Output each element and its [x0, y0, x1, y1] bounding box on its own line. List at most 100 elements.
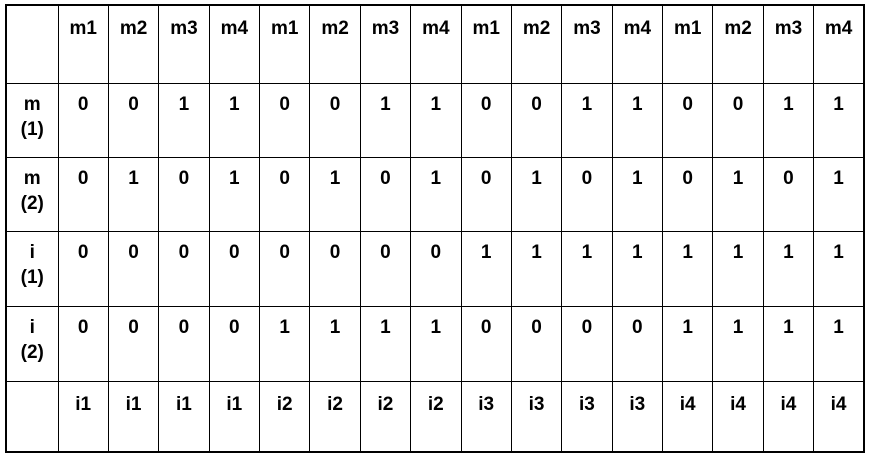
- table-cell: 0: [460, 156, 512, 232]
- column-header: m3: [158, 4, 210, 84]
- table-cell: 1: [712, 230, 764, 307]
- table-cell: 1: [762, 305, 815, 382]
- footer-cell: i1: [208, 380, 261, 453]
- table-cell: 1: [762, 230, 815, 307]
- table-cell: 0: [57, 82, 109, 158]
- footer-cell: i2: [258, 380, 311, 453]
- table-cell: 1: [561, 230, 613, 307]
- footer-cell: i4: [661, 380, 714, 453]
- table-cell: 0: [158, 305, 210, 382]
- column-header: m1: [661, 4, 714, 84]
- header-row: m1 m2 m3 m4 m1 m2 m3 m4 m1 m2 m3 m4 m1 m2 m3 m4: [5, 4, 865, 84]
- table-cell: 1: [410, 82, 462, 158]
- column-header: m4: [813, 4, 865, 84]
- row-label: m (2): [5, 156, 59, 232]
- table-cell: 1: [661, 230, 714, 307]
- table-cell: 1: [359, 305, 412, 382]
- table-cell: 1: [611, 156, 664, 232]
- table-cell: 0: [208, 230, 261, 307]
- footer-cell: i3: [510, 380, 563, 453]
- footer-cell: i3: [611, 380, 664, 453]
- footer-label: [5, 380, 59, 453]
- table-cell: 1: [410, 156, 462, 232]
- table-cell: 0: [258, 230, 311, 307]
- table-cell: 0: [309, 230, 361, 307]
- corner-cell: [5, 4, 59, 84]
- table-cell: 0: [57, 156, 109, 232]
- column-header: m3: [359, 4, 412, 84]
- table-cell: 0: [460, 82, 512, 158]
- table-cell: 1: [410, 305, 462, 382]
- footer-cell: i3: [460, 380, 512, 453]
- table-cell: 0: [309, 82, 361, 158]
- footer-cell: i1: [57, 380, 109, 453]
- table-cell: 1: [813, 156, 865, 232]
- column-header: m2: [107, 4, 160, 84]
- table-cell: 0: [107, 305, 160, 382]
- column-header: m1: [258, 4, 311, 84]
- table-cell: 0: [460, 305, 512, 382]
- truth-table: m1 m2 m3 m4 m1 m2 m3 m4 m1 m2 m3 m4 m1 m2 m3 m4 m (1) 0…: [5, 4, 865, 453]
- column-header: m2: [309, 4, 361, 84]
- table-cell: 0: [510, 82, 563, 158]
- row-label: i (1): [5, 230, 59, 307]
- footer-cell: i4: [762, 380, 815, 453]
- table-cell: 0: [258, 82, 311, 158]
- table-cell: 0: [107, 230, 160, 307]
- footer-cell: i4: [813, 380, 865, 453]
- table-cell: 1: [309, 305, 361, 382]
- row-label: m (1): [5, 82, 59, 158]
- table-body: m1 m2 m3 m4 m1 m2 m3 m4 m1 m2 m3 m4 m1 m2 m3 m4 m (1) 0…: [5, 4, 865, 453]
- column-header: m3: [762, 4, 815, 84]
- table-cell: 1: [712, 305, 764, 382]
- table-cell: 1: [208, 82, 261, 158]
- table-cell: 1: [309, 156, 361, 232]
- table-cell: 1: [561, 82, 613, 158]
- table-cell: 1: [813, 230, 865, 307]
- table-cell: 0: [57, 230, 109, 307]
- table-cell: 0: [359, 230, 412, 307]
- footer-cell: i2: [410, 380, 462, 453]
- table-cell: 1: [712, 156, 764, 232]
- column-header: m4: [208, 4, 261, 84]
- table-cell: 1: [510, 230, 563, 307]
- table-cell: 1: [661, 305, 714, 382]
- row-label: i (2): [5, 305, 59, 382]
- table-cell: 0: [410, 230, 462, 307]
- table-cell: 1: [107, 156, 160, 232]
- table-cell: 1: [611, 230, 664, 307]
- table-cell: 0: [561, 305, 613, 382]
- column-header: m2: [712, 4, 764, 84]
- table-cell: 0: [158, 156, 210, 232]
- table-cell: 0: [561, 156, 613, 232]
- table-cell: 0: [712, 82, 764, 158]
- footer-cell: i4: [712, 380, 764, 453]
- table-cell: 0: [510, 305, 563, 382]
- table-cell: 0: [359, 156, 412, 232]
- column-header: m4: [410, 4, 462, 84]
- column-header: m4: [611, 4, 664, 84]
- table-cell: 0: [208, 305, 261, 382]
- footer-cell: i1: [158, 380, 210, 453]
- column-header: m1: [57, 4, 109, 84]
- column-header: m1: [460, 4, 512, 84]
- table-cell: 1: [762, 82, 815, 158]
- column-header: m2: [510, 4, 563, 84]
- table-cell: 1: [813, 82, 865, 158]
- table-cell: 1: [813, 305, 865, 382]
- table-cell: 0: [158, 230, 210, 307]
- table-cell: 1: [359, 82, 412, 158]
- table-cell: 0: [611, 305, 664, 382]
- footer-cell: i3: [561, 380, 613, 453]
- table-cell: 0: [107, 82, 160, 158]
- table-cell: 1: [208, 156, 261, 232]
- table-cell: 0: [661, 82, 714, 158]
- table-cell: 0: [57, 305, 109, 382]
- table-cell: 1: [258, 305, 311, 382]
- table-cell: 0: [762, 156, 815, 232]
- footer-row: i1 i1 i1 i1 i2 i2 i2 i2 i3 i3 i3 i3 i4 i4 i4 i4: [5, 380, 865, 453]
- footer-cell: i2: [359, 380, 412, 453]
